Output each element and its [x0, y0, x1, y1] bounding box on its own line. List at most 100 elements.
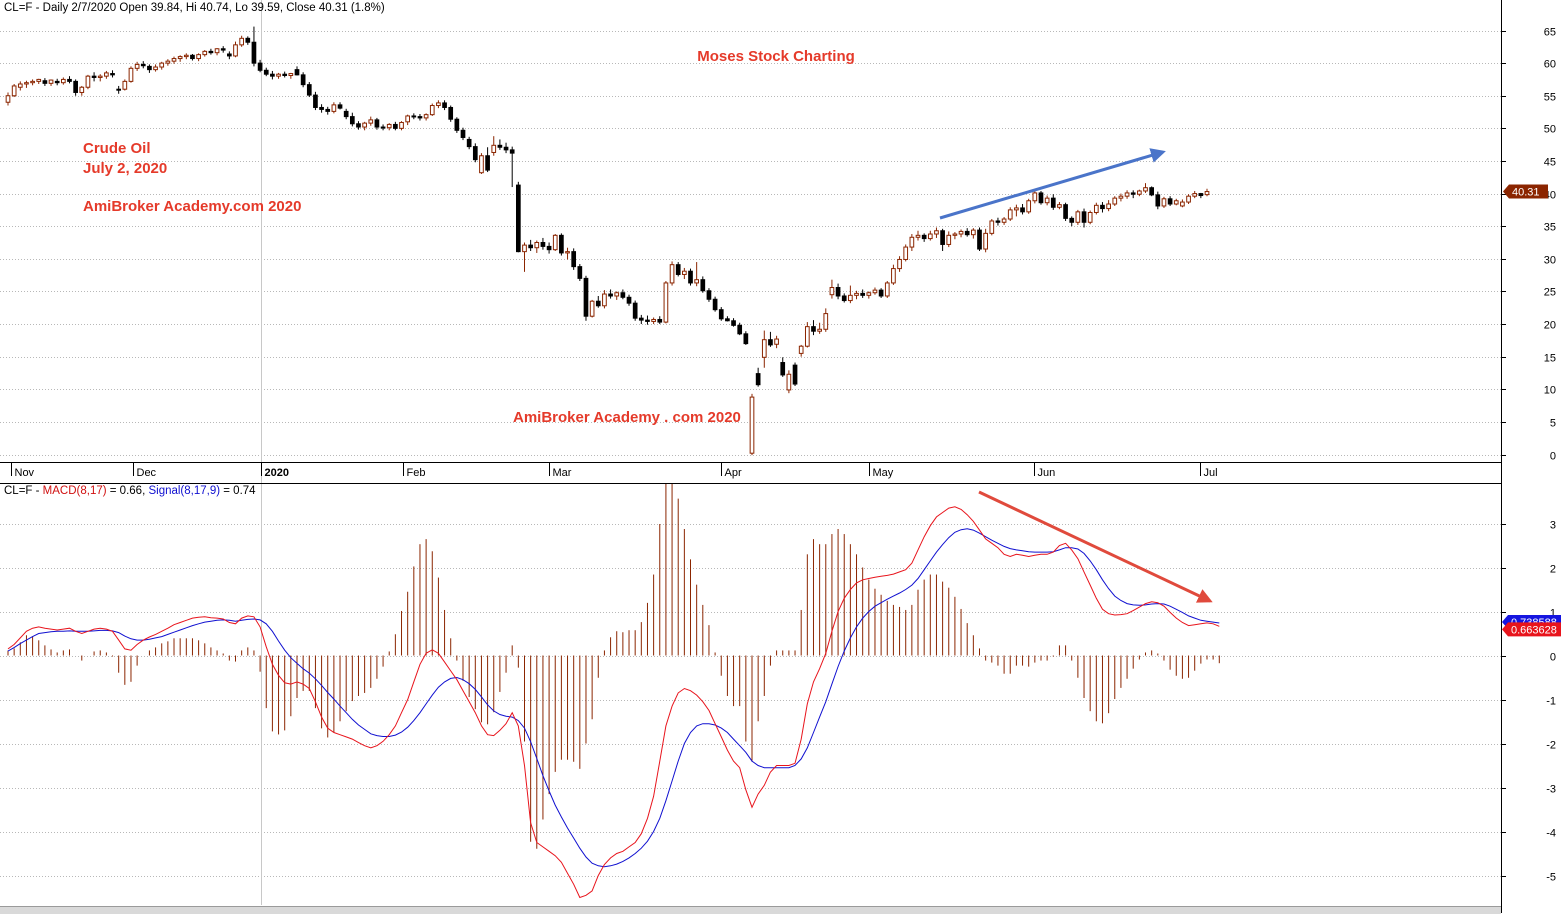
- candle: [257, 59, 263, 73]
- candle: [239, 35, 244, 47]
- candle-body: [36, 78, 42, 82]
- candle: [608, 289, 613, 299]
- candle-body: [177, 56, 183, 60]
- candle-body: [263, 69, 269, 75]
- candle: [60, 77, 66, 85]
- macd-header-signal-label: Signal(8,17,9): [148, 485, 220, 497]
- candle-body: [552, 234, 558, 251]
- candle-body: [1075, 211, 1081, 223]
- candle-body: [423, 114, 429, 119]
- candle-body: [276, 73, 281, 77]
- candle: [534, 240, 540, 253]
- candle: [472, 143, 478, 163]
- candle: [319, 104, 324, 113]
- candle-body: [614, 292, 620, 297]
- candle: [411, 113, 417, 120]
- candle: [1198, 192, 1204, 199]
- candle-body: [749, 396, 755, 454]
- sheet-tabs-bar[interactable]: [0, 906, 1501, 914]
- candle-body: [214, 48, 220, 54]
- candle-body: [522, 244, 527, 253]
- candle-body: [534, 242, 540, 249]
- candle: [202, 50, 208, 57]
- candle: [823, 308, 829, 332]
- candle: [749, 393, 755, 456]
- candle: [977, 227, 982, 251]
- x-tick-label: Jun: [1038, 467, 1056, 479]
- candle: [1093, 202, 1099, 215]
- candle-body: [128, 67, 134, 82]
- candle-body: [602, 293, 607, 307]
- price-y-tick-label: 5: [1550, 418, 1556, 430]
- candle-body: [761, 339, 767, 358]
- candle: [497, 139, 503, 150]
- candle-body: [503, 146, 509, 151]
- candle-body: [1118, 195, 1124, 199]
- candle: [97, 74, 103, 82]
- price-y-tick-label: 60: [1544, 59, 1556, 71]
- candle-body: [940, 230, 945, 245]
- candle-body: [706, 290, 712, 300]
- candle: [1026, 198, 1032, 214]
- candle-body: [73, 80, 78, 93]
- candle-body: [30, 80, 35, 84]
- candle: [294, 66, 300, 76]
- price-y-tick-label: 15: [1544, 353, 1556, 365]
- candle-body: [11, 85, 17, 97]
- macd-pane[interactable]: [7, 483, 1220, 899]
- macd-y-tick-label: 2: [1550, 564, 1556, 576]
- candle: [903, 244, 909, 262]
- candle: [589, 299, 595, 318]
- candle-body: [528, 244, 533, 249]
- candle-body: [559, 234, 564, 254]
- candle: [927, 230, 933, 241]
- candle: [891, 264, 896, 285]
- candle: [1106, 200, 1111, 212]
- candle: [429, 103, 435, 116]
- candle: [17, 81, 23, 91]
- candle-body: [909, 236, 915, 248]
- candle-body: [239, 37, 244, 46]
- candle: [971, 228, 976, 239]
- candle: [571, 248, 577, 270]
- candle-body: [362, 122, 367, 128]
- candle-body: [429, 105, 435, 116]
- candle-body: [165, 60, 171, 64]
- candle: [995, 217, 1001, 226]
- candle-body: [1026, 200, 1032, 213]
- candle-body: [42, 80, 48, 84]
- candle-body: [571, 251, 577, 268]
- candle: [466, 136, 472, 150]
- blue-trend-arrow: [939, 148, 1166, 220]
- candle-body: [313, 94, 318, 108]
- candle: [835, 283, 841, 300]
- candle-body: [1044, 197, 1050, 204]
- macd-y-tick-label: -4: [1546, 828, 1556, 840]
- candle-body: [589, 300, 595, 317]
- candle: [270, 70, 275, 80]
- candle-body: [104, 72, 109, 77]
- price-header: CL=F - Daily 2/7/2020 Open 39.84, Hi 40.…: [4, 2, 385, 14]
- candle-body: [17, 83, 23, 88]
- candle-body: [755, 373, 761, 386]
- x-tick-label: May: [873, 467, 894, 479]
- candle: [1112, 196, 1118, 206]
- candle: [448, 105, 454, 122]
- candle: [306, 82, 312, 98]
- x-tick-label: 2020: [265, 467, 289, 479]
- candle: [515, 181, 521, 253]
- price-pane[interactable]: [5, 26, 1210, 456]
- candle: [1063, 202, 1068, 221]
- candle-body: [1081, 211, 1087, 223]
- candle: [190, 53, 195, 61]
- candle-body: [989, 220, 995, 234]
- candle: [1180, 199, 1185, 208]
- candle: [645, 315, 650, 325]
- candle: [1087, 210, 1093, 225]
- candle-body: [1173, 200, 1179, 205]
- candle-body: [288, 73, 294, 77]
- candle-body: [811, 326, 816, 332]
- candle-body: [971, 229, 976, 236]
- candle-body: [67, 78, 72, 82]
- candle-body: [768, 339, 773, 346]
